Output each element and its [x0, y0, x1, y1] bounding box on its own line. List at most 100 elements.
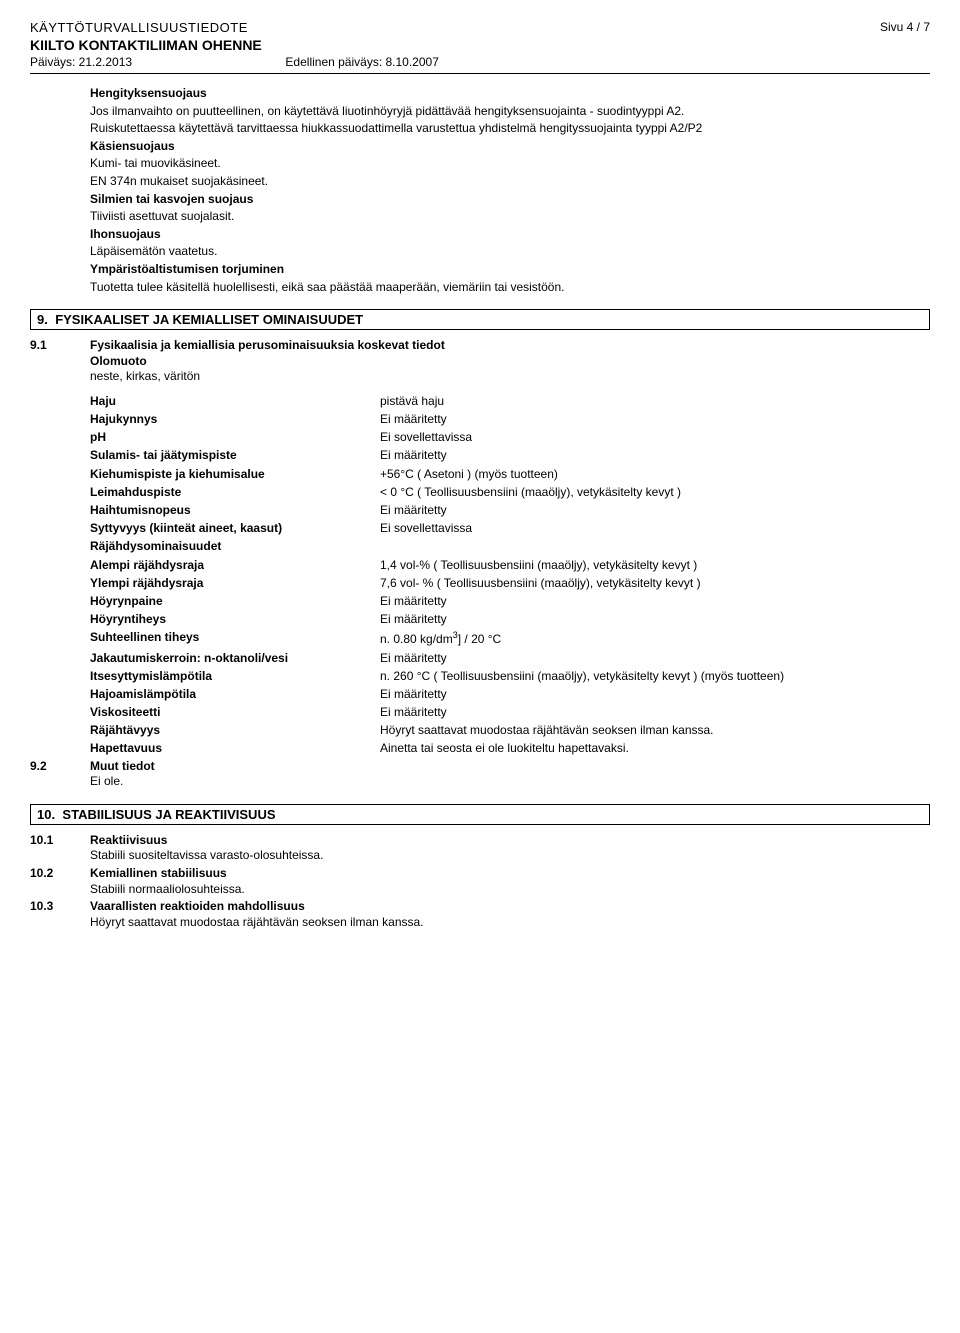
density-row: Suhteellinen tiheys n. 0.80 kg/dm3] / 20…	[90, 629, 930, 647]
doc-title: KÄYTTÖTURVALLISUUSTIEDOTE	[30, 20, 930, 35]
property-value: pistävä haju	[380, 393, 930, 409]
property-value: n. 260 °C ( Teollisuusbensiini (maaöljy)…	[380, 668, 930, 684]
property-row: Leimahduspiste< 0 °C ( Teollisuusbensiin…	[90, 484, 930, 500]
property-label: pH	[90, 429, 380, 445]
property-value: Ei määritetty	[380, 704, 930, 720]
property-row: Ylempi räjähdysraja7,6 vol- % ( Teollisu…	[90, 575, 930, 591]
date-line: Päiväys: 21.2.2013 Edellinen päiväys: 8.…	[30, 55, 930, 69]
eyes-title: Silmien tai kasvojen suojaus	[90, 192, 930, 208]
property-value: +56°C ( Asetoni ) (myös tuotteen)	[380, 466, 930, 482]
date-current: Päiväys: 21.2.2013	[30, 55, 132, 69]
section10-item: 10.2Kemiallinen stabiilisuusStabiili nor…	[30, 866, 930, 897]
item-title: Reaktiivisuus	[90, 833, 930, 849]
section10-item: 10.3Vaarallisten reaktioiden mahdollisuu…	[30, 899, 930, 930]
page-number: Sivu 4 / 7	[880, 20, 930, 34]
property-value: Ei sovellettavissa	[380, 520, 930, 536]
hands-text1: Kumi- tai muovikäsineet.	[90, 156, 930, 172]
item-num: 10.1	[30, 833, 90, 864]
hands-title: Käsiensuojaus	[90, 139, 930, 155]
property-value: Ei määritetty	[380, 650, 930, 666]
section9-sub2: 9.2 Muut tiedot Ei ole.	[30, 759, 930, 790]
property-row: pHEi sovellettavissa	[90, 429, 930, 445]
section9-title: FYSIKAALISET JA KEMIALLISET OMINAISUUDET	[55, 312, 363, 327]
property-label: Itsesyttymislämpötila	[90, 668, 380, 684]
property-label: Räjähtävyys	[90, 722, 380, 738]
respiratory-text: Jos ilmanvaihto on puutteellinen, on käy…	[90, 104, 930, 120]
property-row: HöyrynpaineEi määritetty	[90, 593, 930, 609]
date-previous: Edellinen päiväys: 8.10.2007	[285, 55, 438, 69]
skin-text: Läpäisemätön vaatetus.	[90, 244, 930, 260]
property-label: Kiehumispiste ja kiehumisalue	[90, 466, 380, 482]
property-label: Hapettavuus	[90, 740, 380, 756]
property-value: Ei määritetty	[380, 611, 930, 627]
item-title: Vaarallisten reaktioiden mahdollisuus	[90, 899, 930, 915]
property-label: Alempi räjähdysraja	[90, 557, 380, 573]
property-value: Ei määritetty	[380, 502, 930, 518]
property-value: Ei määritetty	[380, 593, 930, 609]
property-row: Hajupistävä haju	[90, 393, 930, 409]
property-row: HajukynnysEi määritetty	[90, 411, 930, 427]
env-text: Tuotetta tulee käsitellä huolellisesti, …	[90, 280, 930, 296]
property-value: Höyryt saattavat muodostaa räjähtävän se…	[380, 722, 930, 738]
sub2-num: 9.2	[30, 759, 90, 790]
property-label: Sulamis- tai jäätymispiste	[90, 447, 380, 463]
item-num: 10.2	[30, 866, 90, 897]
sub2-text: Ei ole.	[90, 774, 930, 790]
section10-heading: 10. STABIILISUUS JA REAKTIIVISUUS	[30, 804, 930, 825]
hands-text2: EN 374n mukaiset suojakäsineet.	[90, 174, 930, 190]
property-value: 7,6 vol- % ( Teollisuusbensiini (maaöljy…	[380, 575, 930, 591]
property-label: Syttyvyys (kiinteät aineet, kaasut)	[90, 520, 380, 536]
document-header: Sivu 4 / 7 KÄYTTÖTURVALLISUUSTIEDOTE KII…	[30, 20, 930, 69]
property-row: Jakautumiskerroin: n-oktanoli/vesiEi mää…	[90, 650, 930, 666]
property-row: Kiehumispiste ja kiehumisalue+56°C ( Ase…	[90, 466, 930, 482]
property-label: Hajukynnys	[90, 411, 380, 427]
property-label: Höyryntiheys	[90, 611, 380, 627]
section9-sub1: 9.1 Fysikaalisia ja kemiallisia perusomi…	[30, 338, 930, 385]
property-row: Sulamis- tai jäätymispisteEi määritetty	[90, 447, 930, 463]
section8-content: Hengityksensuojaus Jos ilmanvaihto on pu…	[90, 86, 930, 295]
section10-item: 10.1ReaktiivisuusStabiili suositeltaviss…	[30, 833, 930, 864]
item-text: Höyryt saattavat muodostaa räjähtävän se…	[90, 915, 930, 931]
item-title: Kemiallinen stabiilisuus	[90, 866, 930, 882]
form-label: Olomuoto	[90, 354, 930, 370]
property-value: Ei sovellettavissa	[380, 429, 930, 445]
property-value: < 0 °C ( Teollisuusbensiini (maaöljy), v…	[380, 484, 930, 500]
skin-title: Ihonsuojaus	[90, 227, 930, 243]
property-row: Alempi räjähdysraja1,4 vol-% ( Teollisuu…	[90, 557, 930, 573]
properties-list3: Jakautumiskerroin: n-oktanoli/vesiEi mää…	[30, 650, 930, 757]
property-row: HaihtumisnopeusEi määritetty	[90, 502, 930, 518]
sub2-title: Muut tiedot	[90, 759, 930, 775]
property-value: Ei määritetty	[380, 411, 930, 427]
item-num: 10.3	[30, 899, 90, 930]
sub1-num: 9.1	[30, 338, 90, 385]
density-label: Suhteellinen tiheys	[90, 629, 380, 647]
property-row: HajoamislämpötilaEi määritetty	[90, 686, 930, 702]
property-value: 1,4 vol-% ( Teollisuusbensiini (maaöljy)…	[380, 557, 930, 573]
item-text: Stabiili normaaliolosuhteissa.	[90, 882, 930, 898]
property-value: Ei määritetty	[380, 686, 930, 702]
form-value: neste, kirkas, väritön	[90, 369, 930, 385]
property-label: Jakautumiskerroin: n-oktanoli/vesi	[90, 650, 380, 666]
property-label: Haihtumisnopeus	[90, 502, 380, 518]
property-label: Ylempi räjähdysraja	[90, 575, 380, 591]
properties-list: Hajupistävä hajuHajukynnysEi määritettyp…	[30, 393, 930, 537]
respiratory-title: Hengityksensuojaus	[90, 86, 930, 102]
property-value: Ei määritetty	[380, 447, 930, 463]
section10-items: 10.1ReaktiivisuusStabiili suositeltaviss…	[30, 833, 930, 931]
section10-title: STABIILISUUS JA REAKTIIVISUUS	[62, 807, 275, 822]
property-value: Ainetta tai seosta ei ole luokiteltu hap…	[380, 740, 930, 756]
property-row: HapettavuusAinetta tai seosta ei ole luo…	[90, 740, 930, 756]
properties-list2: Alempi räjähdysraja1,4 vol-% ( Teollisuu…	[30, 557, 930, 628]
property-row: RäjähtävyysHöyryt saattavat muodostaa rä…	[90, 722, 930, 738]
eyes-text: Tiiviisti asettuvat suojalasit.	[90, 209, 930, 225]
property-label: Höyrynpaine	[90, 593, 380, 609]
density-value: n. 0.80 kg/dm3] / 20 °C	[380, 629, 930, 647]
header-divider	[30, 73, 930, 74]
explosion-title: Räjähdysominaisuudet	[90, 538, 380, 554]
property-row: HöyryntiheysEi määritetty	[90, 611, 930, 627]
item-text: Stabiili suositeltavissa varasto-olosuht…	[90, 848, 930, 864]
explosion-heading-row: Räjähdysominaisuudet	[90, 538, 930, 554]
section9-num: 9.	[37, 312, 48, 327]
property-row: ViskositeettiEi määritetty	[90, 704, 930, 720]
property-label: Leimahduspiste	[90, 484, 380, 500]
